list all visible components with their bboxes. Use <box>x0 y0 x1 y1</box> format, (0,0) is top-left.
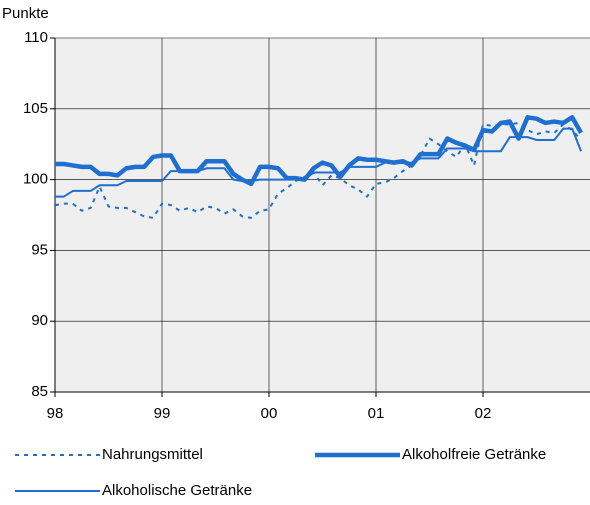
x-tick-label: 99 <box>154 405 171 422</box>
y-tick-label: 105 <box>23 100 48 117</box>
y-tick-label: 90 <box>31 312 48 329</box>
data-line <box>54 121 582 219</box>
y-tick-label: 85 <box>31 383 48 400</box>
y-tick-label: 110 <box>24 29 48 46</box>
x-tick-label: 98 <box>47 405 64 422</box>
legend-label: Nahrungsmittel <box>102 446 203 463</box>
data-line <box>55 115 584 187</box>
x-tick-label: 02 <box>475 405 492 422</box>
y-axis-label: Punkte <box>2 5 49 22</box>
legend-label: Alkoholische Getränke <box>102 482 252 499</box>
x-tick-label: 00 <box>261 405 278 422</box>
y-tick-label: 100 <box>23 171 48 188</box>
x-tick-label: 01 <box>368 405 385 422</box>
plot-background <box>55 38 590 392</box>
legend-label: Alkoholfreie Getränke <box>402 446 546 463</box>
data-line <box>55 127 583 198</box>
y-tick-label: 95 <box>31 241 48 258</box>
